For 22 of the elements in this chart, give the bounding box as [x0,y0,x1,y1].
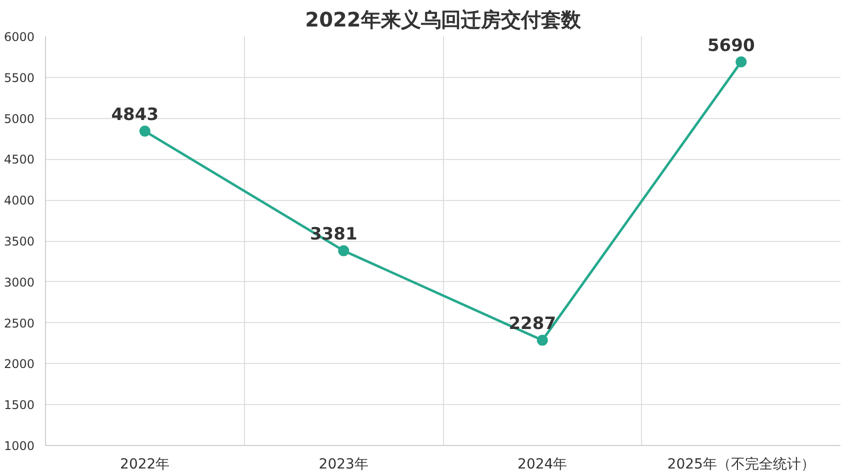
y-tick-label: 5500 [4,70,35,85]
y-tick-label: 3000 [4,275,35,290]
x-tick-label: 2023年 [318,456,368,472]
x-tick-label: 2024年 [518,456,568,472]
y-tick-label: 2500 [4,316,35,330]
y-tick-label: 6000 [4,30,35,44]
y-tick-label: 5000 [4,112,35,126]
x-tick-label: 2022年 [120,456,170,472]
y-tick-label: 1500 [4,398,35,412]
chart-title: 2022年来义乌回迁房交付套数 [305,8,582,32]
y-tick-label: 2000 [4,357,35,372]
y-tick-label: 3500 [4,234,35,248]
data-label: 4843 [111,105,159,126]
y-tick-label: 4500 [4,152,35,167]
y-tick-label: 1000 [4,439,35,453]
point [139,126,150,137]
x-tick-label: 2025年（不完全统计） [667,456,815,472]
point [338,245,350,256]
data-label: 5690 [707,36,755,56]
point [536,334,548,346]
point [736,56,747,68]
y-tick-label: 4000 [4,194,35,208]
